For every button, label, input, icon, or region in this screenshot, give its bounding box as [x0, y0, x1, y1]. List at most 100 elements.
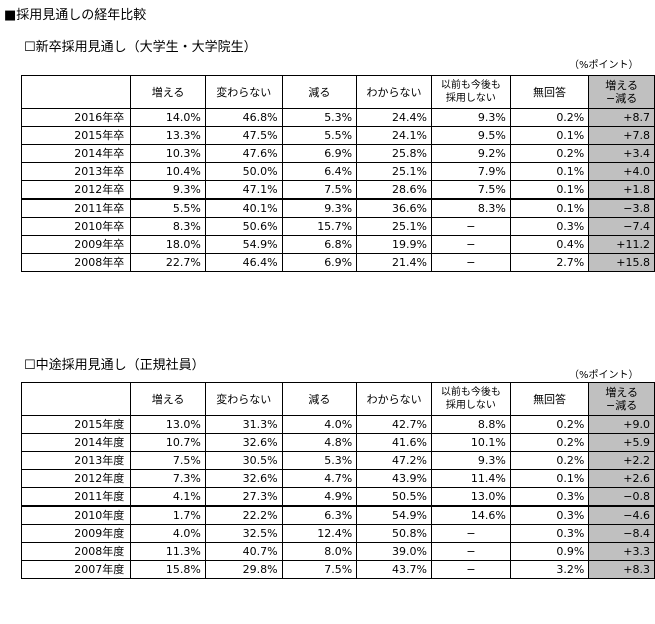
row-label: 2012年度 [20, 469, 132, 488]
table-cell: 22.2% [204, 505, 283, 525]
table-cell: 10.1% [431, 433, 511, 452]
table-row: 2010年卒 8.3% 50.6% 15.7% 25.1% −0.3% −7.4 [20, 217, 655, 236]
row-label: 2016年卒 [20, 108, 132, 127]
table-cell: 9.3% [281, 198, 358, 218]
difference-cell: +2.6 [588, 469, 655, 488]
mid-career-table-title: ☐中途採用見通し（正規社員） [24, 358, 205, 373]
row-label: 2014年度 [20, 433, 132, 452]
difference-cell: +8.3 [588, 560, 655, 579]
table-cell: 19.9% [356, 235, 432, 254]
table-cell: − [431, 560, 511, 579]
table-cell: 13.3% [130, 126, 206, 145]
row-label: 2014年卒 [20, 144, 132, 163]
row-label: 2015年度 [20, 415, 132, 434]
table-cell: − [430, 217, 511, 236]
table-cell: 25.8% [356, 144, 432, 163]
header-difference-line1: 増える [605, 79, 638, 92]
table-row: 2012年卒 9.3% 47.1% 7.5% 28.6% 7.5% 0.1% +1.8 [20, 180, 655, 200]
difference-cell: +8.7 [588, 108, 655, 127]
table-cell: 7.5% [430, 180, 511, 200]
header-difference-line2: −減る [606, 399, 638, 412]
row-label: 2011年度 [20, 487, 132, 507]
table-cell: 7.3% [130, 469, 206, 488]
table-cell: 0.1% [509, 198, 590, 218]
table-cell: 8.3% [130, 217, 206, 236]
table-cell: 43.9% [356, 469, 432, 488]
difference-cell: +3.4 [588, 144, 655, 163]
table-cell: 8.3% [430, 198, 511, 218]
table-cell: 25.1% [356, 217, 432, 236]
row-label: 2013年度 [20, 451, 132, 470]
header-never-hire-line1: 以前も今後も [440, 80, 501, 91]
table-cell: 32.5% [204, 524, 283, 543]
table-cell: 10.7% [130, 433, 206, 452]
table-cell: 14.0% [130, 108, 206, 127]
row-label: 2011年卒 [20, 198, 132, 218]
header-increase: 増える [130, 75, 206, 109]
header-never-hire-line1: 以前も今後も [440, 387, 501, 398]
table-cell: 4.0% [130, 524, 206, 543]
new-graduate-table-title: ☐新卒採用見通し（大学生・大学院生） [24, 40, 257, 55]
table-cell: 0.1% [509, 126, 590, 145]
table-cell: 4.0% [281, 415, 358, 434]
table-header-row: 増える 変わらない 減る わからない 以前も今後も 採用しない 無回答 増える −減… [20, 75, 655, 109]
table-cell: 25.1% [356, 162, 432, 181]
table-cell: 14.6% [431, 505, 511, 525]
difference-cell: +2.2 [588, 451, 655, 470]
table-cell: 5.5% [130, 198, 206, 218]
table-cell: 54.9% [204, 235, 283, 254]
difference-cell: +5.9 [588, 433, 655, 452]
table-cell: 0.2% [509, 108, 590, 127]
row-label: 2007年度 [20, 560, 132, 579]
mid-career-table-body: 2015年度 13.0% 31.3% 4.0% 42.7% 8.8% 0.2% +9.0 201… [20, 415, 655, 579]
table-row: 2009年度 4.0% 32.5% 12.4% 50.8% −0.3% −8.4 [20, 524, 655, 543]
header-decrease: 減る [281, 382, 358, 416]
table-cell: 0.1% [509, 180, 590, 200]
table-cell: 6.9% [281, 253, 358, 272]
table-row: 2015年度 13.0% 31.3% 4.0% 42.7% 8.8% 0.2% +9.0 [20, 415, 655, 434]
table-cell: − [430, 253, 511, 272]
table-cell: 4.9% [281, 487, 358, 507]
table-cell: 21.4% [356, 253, 432, 272]
page-title: ■採用見通しの経年比較 [4, 8, 147, 23]
difference-cell: −3.8 [588, 198, 655, 218]
new-graduate-table-body: 2016年卒 14.0% 46.8% 5.3% 24.4% 9.3% 0.2% +8.7 201… [20, 108, 655, 272]
table-cell: 5.3% [281, 451, 358, 470]
table-cell: 50.8% [356, 524, 432, 543]
table-row: 2014年卒 10.3% 47.6% 6.9% 25.8% 9.2% 0.2% +3.4 [20, 144, 655, 163]
table-cell: 0.1% [509, 469, 590, 488]
header-unknown: わからない [356, 75, 432, 109]
mid-career-table: 増える 変わらない 減る わからない 以前も今後も 採用しない 無回答 増える −減… [20, 382, 655, 579]
table-cell: 18.0% [130, 235, 206, 254]
table-cell: 0.3% [509, 524, 590, 543]
table-cell: 7.9% [430, 162, 511, 181]
header-difference-line1: 増える [605, 386, 638, 399]
table-cell: 15.8% [130, 560, 206, 579]
table-cell: 11.4% [431, 469, 511, 488]
table-row: 2008年度 11.3% 40.7% 8.0% 39.0% −0.9% +3.3 [20, 542, 655, 561]
unit-label: （%ポイント） [569, 370, 639, 381]
table-cell: 0.3% [509, 505, 590, 525]
difference-cell: +11.2 [588, 235, 655, 254]
table-cell: 36.6% [356, 198, 432, 218]
table-row: 2010年度 1.7% 22.2% 6.3% 54.9% 14.6% 0.3% −4.6 [20, 505, 655, 525]
table-cell: 1.7% [130, 505, 206, 525]
difference-cell: +7.8 [588, 126, 655, 145]
table-cell: 27.3% [204, 487, 283, 507]
table-cell: 9.3% [130, 180, 206, 200]
table-cell: 9.3% [430, 108, 511, 127]
header-no-change: 変わらない [204, 75, 283, 109]
table-cell: 15.7% [281, 217, 358, 236]
row-label: 2009年卒 [20, 235, 132, 254]
table-row: 2011年度 4.1% 27.3% 4.9% 50.5% 13.0% 0.3% −0.8 [20, 487, 655, 507]
table-cell: 47.1% [204, 180, 283, 200]
table-cell: 12.4% [281, 524, 358, 543]
difference-cell: −7.4 [588, 217, 655, 236]
table-cell: 24.1% [356, 126, 432, 145]
table-row: 2016年卒 14.0% 46.8% 5.3% 24.4% 9.3% 0.2% +8.7 [20, 108, 655, 127]
table-cell: − [431, 542, 511, 561]
table-cell: 22.7% [130, 253, 206, 272]
table-cell: 24.4% [356, 108, 432, 127]
table-cell: 46.4% [204, 253, 283, 272]
table-cell: 41.6% [356, 433, 432, 452]
